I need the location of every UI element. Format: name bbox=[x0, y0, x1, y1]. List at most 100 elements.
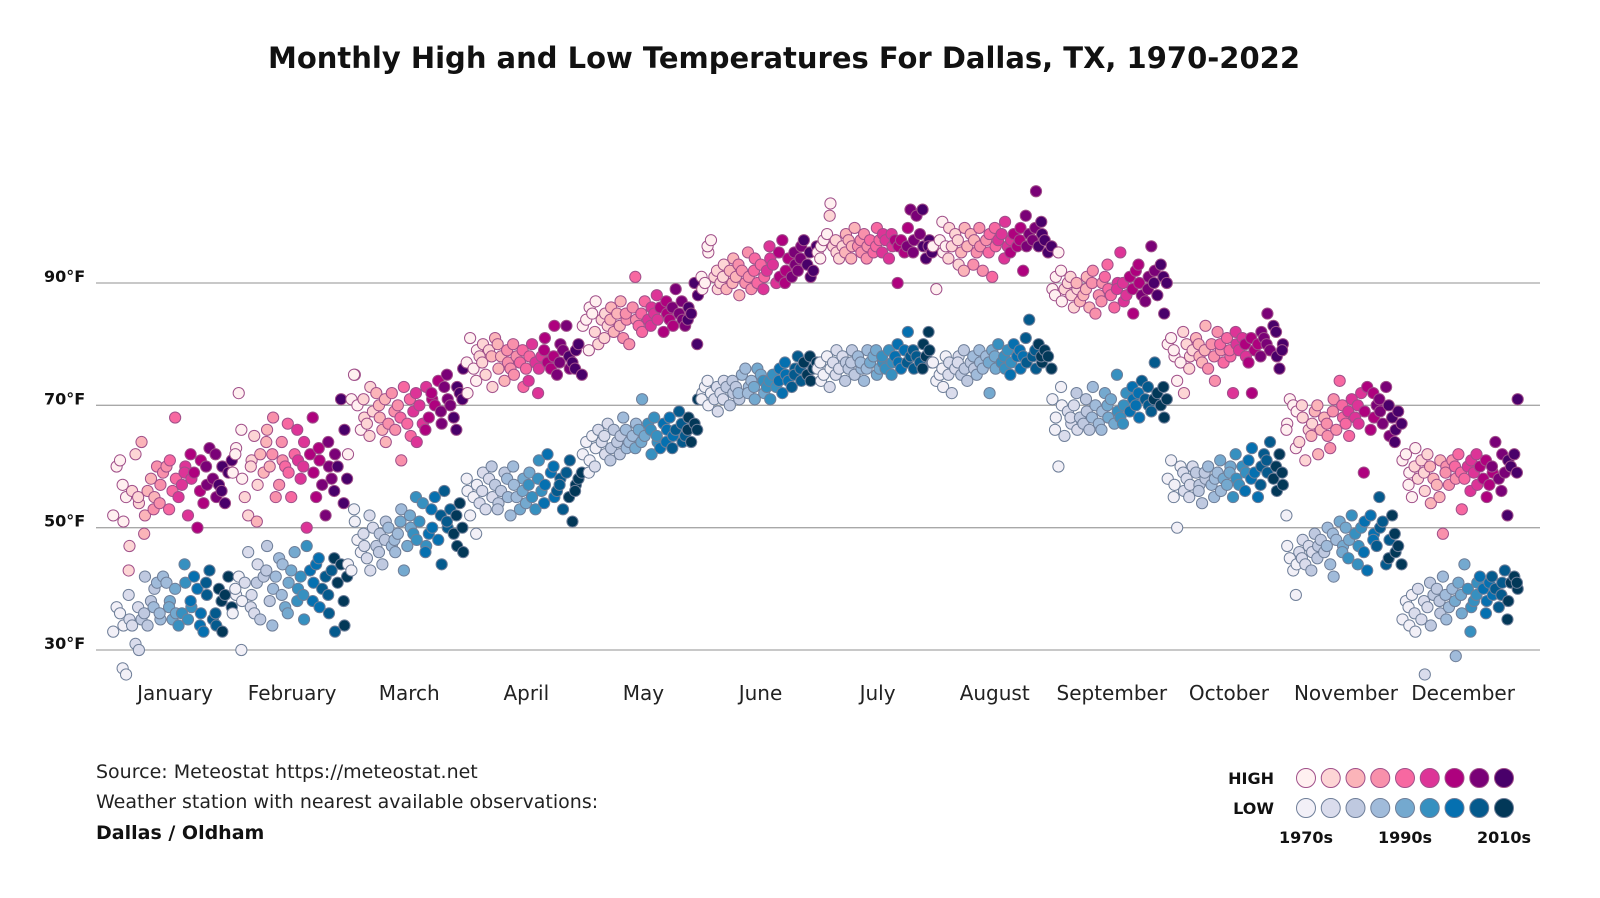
high-point bbox=[328, 484, 341, 498]
high-point bbox=[1098, 270, 1111, 283]
low-point bbox=[403, 509, 417, 522]
low-point bbox=[1254, 478, 1267, 491]
high-point bbox=[1035, 215, 1048, 228]
high-point bbox=[229, 448, 242, 461]
low-point bbox=[376, 558, 389, 571]
high-point bbox=[1392, 405, 1405, 418]
low-point bbox=[1260, 454, 1273, 467]
low-point bbox=[1305, 564, 1318, 577]
x-tick-label: May bbox=[623, 681, 665, 705]
legend-decade-label: 2010s bbox=[1477, 828, 1531, 847]
high-point bbox=[1320, 417, 1333, 430]
low-point bbox=[1281, 539, 1294, 553]
low-point bbox=[401, 539, 414, 553]
legend-low-swatch bbox=[1395, 798, 1415, 818]
low-point bbox=[313, 601, 326, 614]
high-point bbox=[891, 276, 904, 290]
x-tick-label: March bbox=[379, 681, 440, 705]
high-point bbox=[913, 227, 927, 241]
high-point bbox=[1154, 258, 1167, 271]
high-point bbox=[669, 283, 682, 296]
high-point bbox=[1402, 478, 1415, 491]
high-point bbox=[820, 227, 834, 241]
high-point bbox=[650, 289, 663, 302]
high-point bbox=[395, 454, 408, 467]
high-point bbox=[357, 393, 370, 406]
high-point bbox=[1306, 417, 1319, 430]
high-point bbox=[532, 362, 545, 375]
low-point bbox=[358, 539, 371, 553]
low-point bbox=[1342, 552, 1355, 565]
low-point bbox=[1440, 613, 1453, 626]
high-point bbox=[626, 301, 639, 314]
high-point bbox=[113, 454, 127, 467]
high-point bbox=[967, 258, 980, 271]
high-point bbox=[586, 307, 599, 320]
low-point bbox=[523, 466, 536, 479]
low-point bbox=[672, 405, 686, 418]
high-point bbox=[1261, 307, 1274, 320]
low-point bbox=[269, 570, 282, 583]
high-point bbox=[1470, 448, 1483, 461]
legend-high-swatch bbox=[1320, 768, 1341, 788]
low-point bbox=[1148, 356, 1161, 369]
high-point bbox=[1114, 246, 1127, 259]
high-point bbox=[1312, 448, 1325, 461]
high-point bbox=[763, 240, 776, 253]
legend-low-swatch bbox=[1320, 798, 1341, 818]
high-point bbox=[1296, 411, 1309, 424]
high-point bbox=[733, 289, 746, 302]
low-point bbox=[1492, 601, 1505, 614]
gridlines bbox=[96, 282, 1540, 651]
high-point bbox=[1424, 497, 1437, 510]
high-point bbox=[657, 325, 670, 339]
high-point bbox=[304, 448, 317, 461]
low-point bbox=[566, 515, 579, 528]
high-point bbox=[419, 423, 432, 436]
high-point bbox=[1327, 393, 1340, 406]
station-note: Weather station with nearest available o… bbox=[96, 791, 598, 813]
high-point bbox=[313, 454, 326, 467]
high-point bbox=[1324, 442, 1337, 455]
low-point bbox=[764, 393, 777, 406]
high-point bbox=[1343, 429, 1356, 443]
low-point bbox=[456, 521, 469, 534]
y-tick-label: 90°F bbox=[44, 267, 85, 286]
low-point bbox=[119, 668, 133, 681]
low-point bbox=[937, 380, 950, 394]
low-point bbox=[281, 607, 294, 620]
low-point bbox=[251, 558, 264, 571]
high-point bbox=[251, 478, 264, 491]
low-point bbox=[1041, 350, 1055, 363]
high-point bbox=[507, 338, 520, 351]
high-point bbox=[300, 521, 313, 534]
low-point bbox=[432, 533, 445, 547]
low-point bbox=[617, 411, 630, 424]
high-point bbox=[297, 460, 310, 473]
low-point bbox=[242, 546, 255, 559]
high-point bbox=[1489, 435, 1502, 449]
high-point bbox=[391, 399, 404, 412]
high-point bbox=[269, 490, 282, 504]
high-point bbox=[791, 264, 804, 277]
high-point bbox=[197, 497, 210, 510]
high-point bbox=[1254, 350, 1267, 363]
low-point bbox=[1415, 613, 1428, 626]
high-point bbox=[1177, 387, 1191, 400]
low-point bbox=[1267, 472, 1280, 485]
low-point bbox=[723, 399, 736, 412]
high-point bbox=[209, 448, 222, 461]
low-point bbox=[125, 619, 139, 632]
x-axis: January February March April May June July Augu… bbox=[135, 681, 1516, 705]
x-tick-label: October bbox=[1189, 681, 1270, 705]
x-tick-label: December bbox=[1411, 681, 1515, 705]
low-point bbox=[172, 619, 185, 632]
high-point bbox=[614, 295, 627, 308]
low-point bbox=[394, 515, 407, 528]
high-point bbox=[1430, 478, 1443, 491]
low-point bbox=[1079, 393, 1093, 406]
high-point bbox=[848, 221, 861, 235]
low-point bbox=[1458, 558, 1471, 571]
high-point bbox=[1418, 484, 1431, 498]
